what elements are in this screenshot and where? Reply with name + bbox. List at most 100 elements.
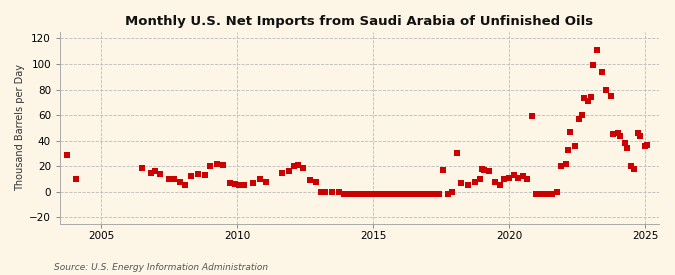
Point [375,192,385,197]
Point [402,192,412,197]
Point [186,174,197,179]
Point [597,69,608,74]
Point [361,192,372,197]
Point [447,190,458,194]
Point [526,114,537,119]
Point [234,183,244,188]
Point [315,190,326,194]
Point [504,175,514,180]
Point [136,165,147,170]
Point [70,177,81,181]
Point [393,192,404,197]
Point [311,179,322,184]
Point [383,192,394,197]
Point [193,172,204,176]
Point [365,192,376,197]
Point [499,177,510,181]
Point [410,192,421,197]
Point [338,192,349,197]
Point [356,192,367,197]
Point [640,144,651,148]
Point [298,165,308,170]
Point [605,94,616,98]
Point [477,167,487,171]
Point [230,182,240,186]
Point [463,183,474,188]
Point [333,190,344,194]
Point [452,151,462,156]
Point [547,192,558,197]
Point [218,163,229,167]
Point [538,192,549,197]
Point [563,147,574,152]
Point [628,167,639,171]
Point [155,172,165,176]
Point [583,99,594,103]
Point [175,179,186,184]
Point [642,142,653,147]
Point [406,192,417,197]
Point [587,63,598,67]
Point [608,132,619,136]
Point [490,179,501,184]
Title: Monthly U.S. Net Imports from Saudi Arabia of Unfinished Oils: Monthly U.S. Net Imports from Saudi Arab… [126,15,593,28]
Point [225,181,236,185]
Point [379,192,390,197]
Point [470,179,481,184]
Point [238,183,249,188]
Point [370,192,381,197]
Point [438,168,449,172]
Point [284,169,294,174]
Point [551,190,562,194]
Point [180,183,190,188]
Point [247,181,258,185]
Point [560,161,571,166]
Point [433,192,444,197]
Point [205,164,215,169]
Point [592,48,603,52]
Point [619,141,630,145]
Point [347,192,358,197]
Point [388,192,399,197]
Point [304,178,315,183]
Point [261,179,272,184]
Point [429,192,439,197]
Point [601,87,612,92]
Point [531,192,541,197]
Point [211,161,222,166]
Point [61,153,72,157]
Point [533,192,544,197]
Point [565,130,576,134]
Point [576,113,587,117]
Point [578,96,589,101]
Point [475,177,485,181]
Point [277,170,288,175]
Point [420,192,431,197]
Point [320,190,331,194]
Point [145,170,156,175]
Y-axis label: Thousand Barrels per Day: Thousand Barrels per Day [15,64,25,191]
Point [327,190,338,194]
Point [479,168,489,172]
Point [615,133,626,138]
Point [422,192,433,197]
Point [574,117,585,121]
Point [512,175,523,180]
Point [352,192,362,197]
Point [424,192,435,197]
Point [626,164,637,169]
Point [163,177,174,181]
Point [368,192,379,197]
Point [517,174,528,179]
Point [495,183,506,188]
Point [635,133,646,138]
Point [415,192,426,197]
Point [395,192,406,197]
Point [633,131,644,135]
Point [200,173,211,177]
Point [397,192,408,197]
Point [508,173,519,177]
Point [288,164,299,169]
Point [556,164,567,169]
Point [293,163,304,167]
